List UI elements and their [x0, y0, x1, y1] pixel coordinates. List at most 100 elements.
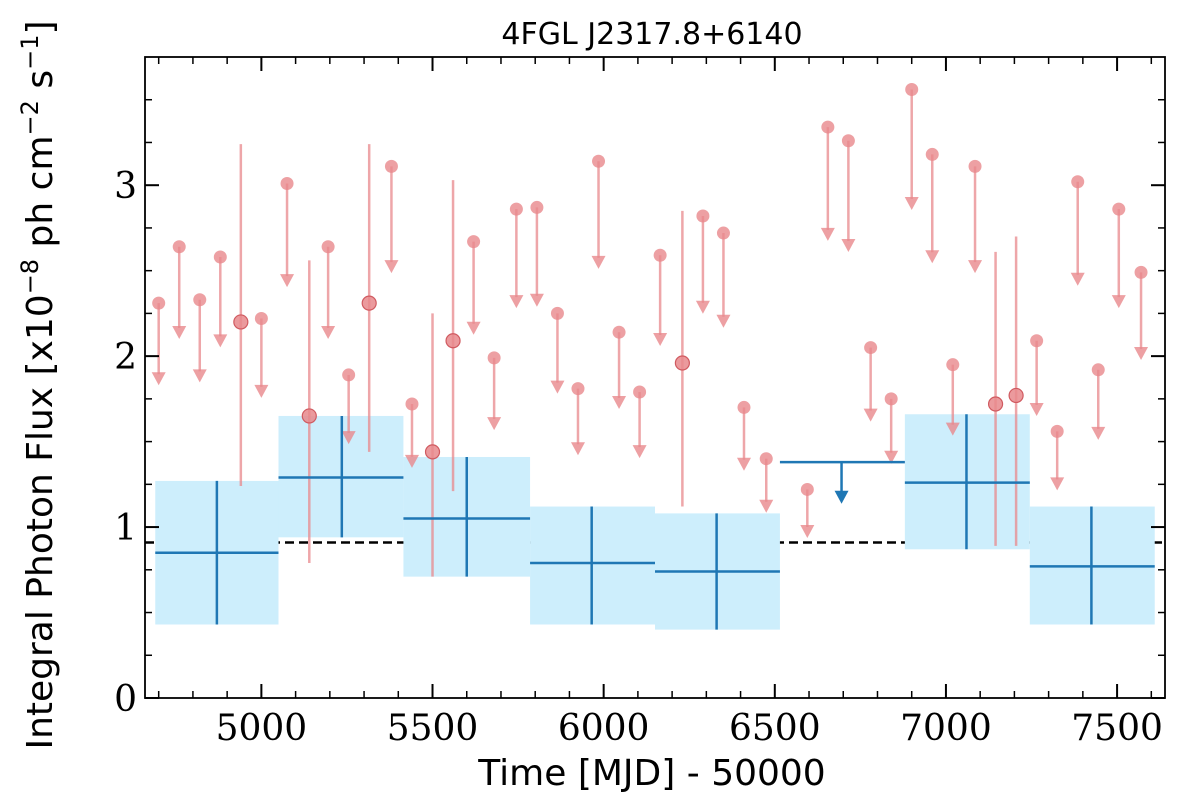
fine-point-27 [716, 226, 731, 328]
fine-point-44 [1091, 363, 1106, 440]
fine-point-13 [424, 313, 441, 577]
coarse-point-4 [655, 513, 780, 630]
fine-point-40 [1008, 236, 1024, 546]
x-tick-label-3: 6500 [729, 708, 821, 749]
fine-marker-25 [674, 355, 690, 371]
y-axis-label: Integral Photon Flux [x10−8 ph cm−2 s−1] [16, 20, 61, 749]
fine-point-42 [1050, 424, 1065, 491]
fine-point-7 [301, 260, 317, 563]
fine-point-26 [695, 209, 710, 314]
axes: 5000 5500 6000 6500 7000 7500 0 1 2 3 [114, 56, 1166, 749]
coarse-point-1 [278, 415, 404, 538]
y-label-exp-1: −8 [16, 259, 44, 294]
fine-point-11 [384, 159, 399, 274]
fine-point-31 [820, 120, 835, 241]
coarse-bin-points [155, 414, 1155, 630]
fine-point-5 [254, 312, 269, 398]
y-tick-label-0: 0 [114, 679, 137, 720]
x-tick-label-5: 7500 [1071, 708, 1163, 749]
fine-ul-marker-21 [592, 154, 606, 168]
fine-marker-4 [233, 314, 249, 330]
fine-ul-arrow-26 [695, 300, 710, 314]
fine-ul-arrow-2 [192, 369, 207, 383]
fine-ul-arrow-17 [509, 295, 524, 309]
coarse-bin-bands [155, 414, 1155, 630]
fine-ul-arrow-12 [404, 454, 419, 468]
fine-ul-marker-12 [405, 397, 419, 411]
fine-ul-marker-11 [384, 159, 398, 173]
fine-point-1 [172, 240, 187, 339]
fine-ul-marker-8 [321, 240, 335, 254]
fine-point-14 [445, 180, 461, 492]
fine-ul-marker-22 [612, 325, 626, 339]
fine-ul-marker-23 [633, 385, 647, 399]
fine-ul-marker-32 [841, 134, 855, 148]
fine-ul-arrow-32 [841, 239, 856, 253]
fine-bin-points [151, 82, 1149, 577]
coarse-ul-arrow-5 [834, 490, 849, 504]
fine-ul-marker-0 [152, 296, 166, 310]
fine-marker-39 [987, 396, 1004, 412]
x-tick-label-2: 6000 [558, 708, 650, 749]
fine-point-45 [1111, 202, 1126, 309]
fine-ul-arrow-23 [632, 445, 647, 459]
y-label-exp-3: −1 [16, 35, 44, 70]
fine-ul-marker-38 [968, 159, 982, 173]
fine-point-3 [213, 250, 228, 348]
coarse-point-5 [779, 460, 905, 504]
fine-ul-marker-28 [737, 400, 751, 414]
coarse-point-6 [904, 414, 1030, 550]
y-label-prefix: Integral Photon Flux [x10 [20, 294, 61, 749]
y-label-mid: ph cm [20, 135, 61, 258]
fine-ul-marker-31 [821, 120, 835, 134]
fine-ul-arrow-3 [213, 334, 228, 348]
fine-ul-arrow-29 [759, 499, 774, 513]
fine-point-0 [151, 296, 166, 386]
fine-point-43 [1070, 175, 1085, 286]
fine-ul-marker-15 [467, 235, 481, 249]
fine-point-25 [674, 210, 690, 507]
fine-ul-marker-17 [509, 202, 523, 216]
fine-ul-marker-3 [213, 250, 227, 264]
y-label-suffix: ] [20, 20, 61, 34]
fine-point-41 [1029, 334, 1044, 417]
fine-point-18 [529, 200, 544, 307]
fine-ul-marker-30 [800, 482, 814, 496]
fine-point-10 [361, 144, 377, 452]
fine-ul-arrow-34 [884, 450, 899, 464]
fine-ul-arrow-8 [321, 325, 336, 339]
fine-ul-arrow-15 [466, 321, 481, 335]
coarse-point-2 [403, 456, 531, 577]
x-tick-label-4: 7000 [900, 708, 992, 749]
fine-point-2 [192, 293, 207, 383]
fine-point-22 [612, 325, 627, 410]
axes-frame [144, 56, 1166, 699]
fine-ul-arrow-42 [1050, 477, 1065, 491]
fine-point-37 [945, 358, 960, 436]
fine-ul-marker-16 [487, 351, 501, 365]
fine-ul-arrow-27 [716, 314, 731, 328]
fine-ul-marker-6 [280, 176, 294, 190]
fine-ul-marker-42 [1050, 424, 1064, 438]
fine-ul-arrow-16 [487, 417, 502, 431]
fine-point-24 [653, 248, 668, 346]
fine-ul-arrow-0 [151, 372, 166, 386]
fine-point-6 [280, 176, 295, 288]
x-axis-label: Time [MJD] - 50000 [477, 753, 825, 794]
fine-marker-14 [445, 333, 461, 349]
fine-ul-arrow-43 [1070, 272, 1085, 286]
fine-point-4 [233, 144, 249, 487]
fine-ul-arrow-41 [1029, 403, 1044, 417]
coarse-point-0 [155, 480, 279, 625]
y-tick-label-3: 3 [114, 166, 137, 207]
fine-point-9 [341, 368, 356, 445]
fine-ul-marker-46 [1134, 265, 1148, 279]
fine-ul-marker-24 [653, 248, 667, 262]
fine-ul-arrow-37 [945, 422, 960, 436]
fine-point-16 [487, 351, 502, 431]
fine-point-21 [591, 154, 606, 269]
fine-marker-7 [301, 408, 317, 424]
fine-ul-arrow-20 [570, 442, 585, 456]
fine-ul-arrow-36 [925, 250, 940, 264]
